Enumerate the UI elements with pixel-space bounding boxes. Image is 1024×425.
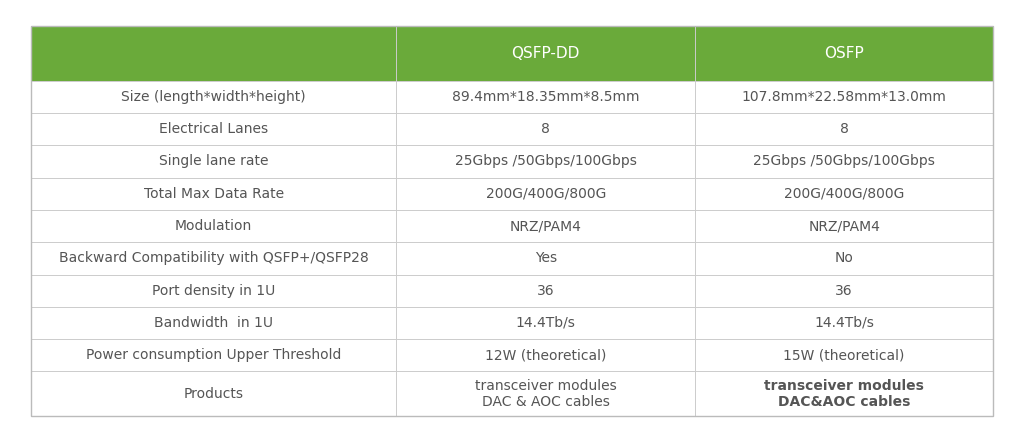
Bar [31,242,396,275]
Text: Size (length*width*height): Size (length*width*height) [121,90,306,104]
Text: 36: 36 [537,284,555,298]
Bar [31,210,396,242]
Bar [695,339,993,371]
Bar [31,371,396,416]
Bar [31,339,396,371]
Bar [396,178,695,210]
Bar [695,371,993,416]
Text: Single lane rate: Single lane rate [159,155,268,168]
Text: OSFP: OSFP [824,45,864,61]
Bar [31,113,396,145]
Text: transceiver modules
DAC&AOC cables: transceiver modules DAC&AOC cables [764,379,924,409]
Bar [396,275,695,307]
Bar [695,307,993,339]
Text: 107.8mm*22.58mm*13.0mm: 107.8mm*22.58mm*13.0mm [741,90,946,104]
Text: transceiver modules
DAC & AOC cables: transceiver modules DAC & AOC cables [475,379,616,409]
Text: 25Gbps /50Gbps/100Gbps: 25Gbps /50Gbps/100Gbps [455,155,637,168]
Bar [396,145,695,178]
Text: 200G/400G/800G: 200G/400G/800G [485,187,606,201]
Bar [695,242,993,275]
Bar [31,275,396,307]
Bar [695,81,993,113]
Text: NRZ/PAM4: NRZ/PAM4 [510,219,582,233]
Text: Total Max Data Rate: Total Max Data Rate [143,187,284,201]
Bar [695,113,993,145]
Text: Yes: Yes [535,252,557,265]
Bar [31,307,396,339]
Bar [396,371,695,416]
Text: 14.4Tb/s: 14.4Tb/s [814,316,874,330]
Bar [31,26,396,81]
Text: 200G/400G/800G: 200G/400G/800G [784,187,904,201]
Bar [396,210,695,242]
Bar [396,339,695,371]
Bar [396,307,695,339]
Bar [695,178,993,210]
Text: NRZ/PAM4: NRZ/PAM4 [808,219,880,233]
Bar [695,26,993,81]
Text: 15W (theoretical): 15W (theoretical) [783,348,905,362]
Text: Power consumption Upper Threshold: Power consumption Upper Threshold [86,348,341,362]
Bar [396,113,695,145]
Bar [396,242,695,275]
Bar [31,81,396,113]
Text: Port density in 1U: Port density in 1U [152,284,275,298]
Text: Backward Compatibility with QSFP+/QSFP28: Backward Compatibility with QSFP+/QSFP28 [58,252,369,265]
Text: 14.4Tb/s: 14.4Tb/s [516,316,575,330]
Text: QSFP-DD: QSFP-DD [512,45,580,61]
Text: 8: 8 [542,122,550,136]
Bar [695,145,993,178]
Bar [695,210,993,242]
Text: Bandwidth  in 1U: Bandwidth in 1U [154,316,273,330]
Text: 89.4mm*18.35mm*8.5mm: 89.4mm*18.35mm*8.5mm [452,90,639,104]
Text: No: No [835,252,854,265]
Bar [31,178,396,210]
Text: 8: 8 [840,122,849,136]
Text: 36: 36 [836,284,853,298]
Text: Electrical Lanes: Electrical Lanes [159,122,268,136]
Text: 25Gbps /50Gbps/100Gbps: 25Gbps /50Gbps/100Gbps [753,155,935,168]
Bar [695,275,993,307]
Bar [31,145,396,178]
Text: 12W (theoretical): 12W (theoretical) [485,348,606,362]
Bar [396,26,695,81]
Bar [396,81,695,113]
Text: Modulation: Modulation [175,219,252,233]
Text: Products: Products [183,387,244,401]
